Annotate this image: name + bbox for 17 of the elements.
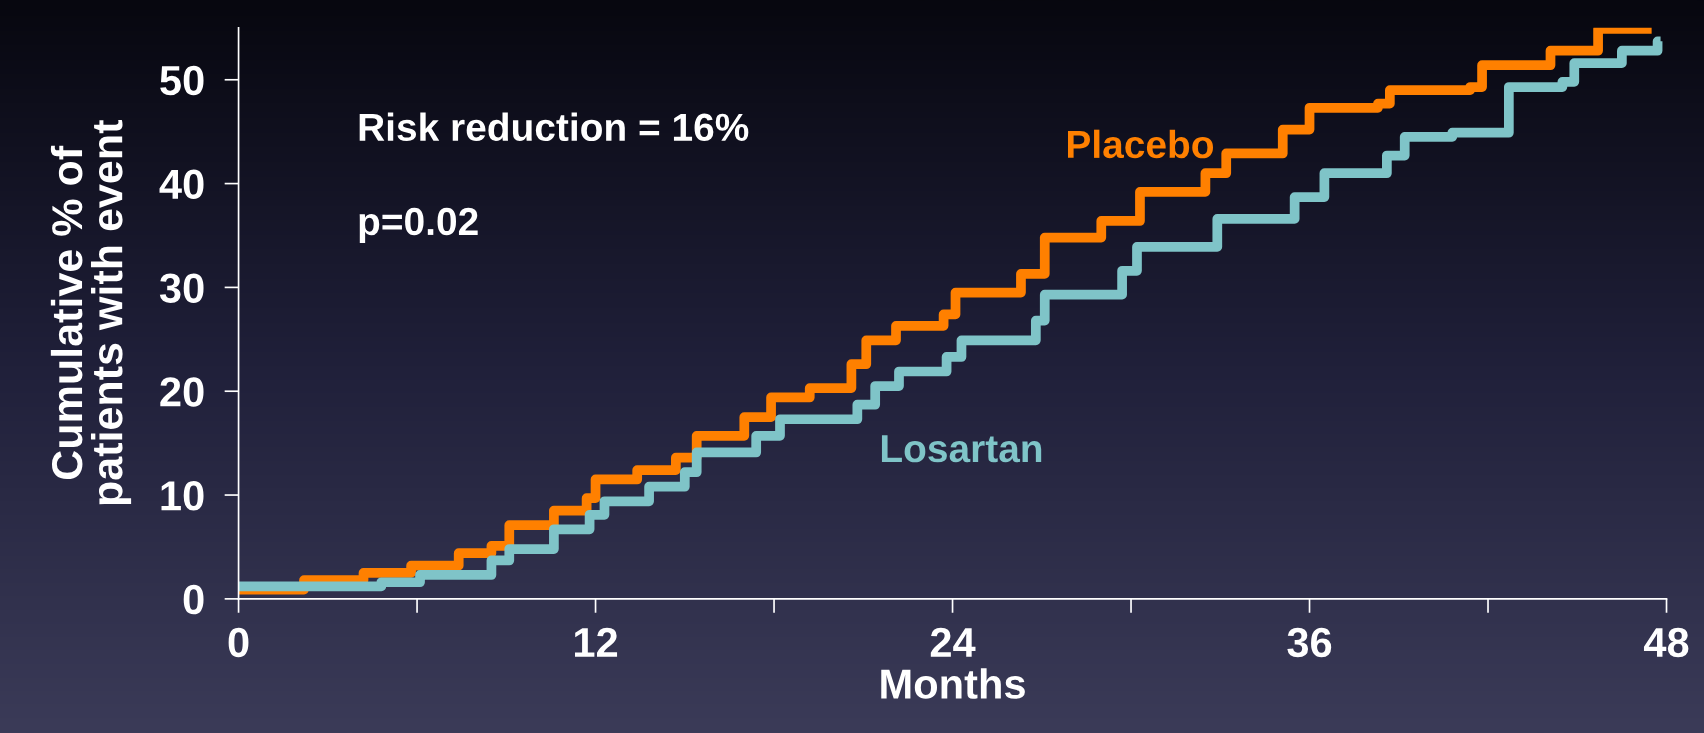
annotation: p=0.02 bbox=[359, 207, 478, 243]
y-tick-label: 50 bbox=[160, 65, 204, 96]
annotation: Risk reduction = 16% bbox=[359, 112, 749, 142]
x-tick-label: 0 bbox=[228, 627, 249, 658]
series-label: Placebo bbox=[1067, 129, 1214, 159]
x-tick-label: 24 bbox=[930, 627, 976, 657]
series-label: Losartan bbox=[881, 435, 1042, 463]
y-tick-label: 0 bbox=[183, 584, 204, 615]
y-axis-title: Cumulative % of patients with event bbox=[50, 120, 132, 505]
x-tick-label: 12 bbox=[575, 627, 618, 657]
x-tick-label: 48 bbox=[1643, 627, 1689, 658]
x-tick-label: 36 bbox=[1287, 627, 1332, 658]
x-axis-title: Months bbox=[881, 668, 1025, 699]
y-tick-label: 30 bbox=[159, 273, 204, 303]
y-tick-label: 40 bbox=[159, 169, 204, 200]
y-tick-label: 20 bbox=[160, 377, 204, 407]
y-tick-label: 10 bbox=[161, 481, 204, 511]
